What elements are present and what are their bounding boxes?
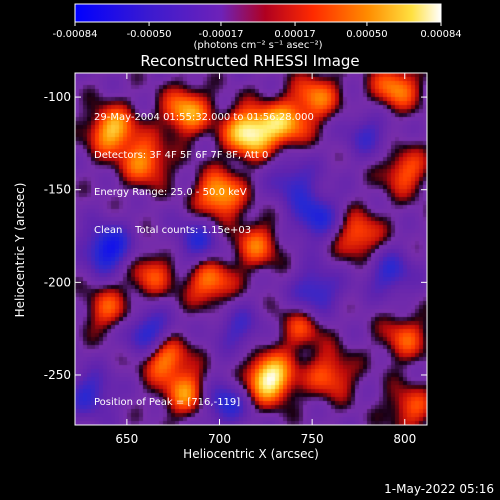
x-axis-label: Heliocentric X (arcsec) [183,447,319,461]
colorbar [74,3,442,23]
peak-position-label: Position of Peak = [716,-119] [94,397,241,408]
observation-info: 29-May-2004 01:55:32.000 to 01:56:28.000… [94,87,314,250]
annotation-clean-counts: Clean Total counts: 1.15e+03 [94,224,252,236]
annotation-detectors: Detectors: 3F 4F 5F 6F 7F 8F, Att 0 [94,149,269,161]
colorbar-unit-label: (photons cm⁻² s⁻¹ asec⁻²) [193,40,322,51]
y-axis-ticks: -100 -150 -200 -250 [44,90,427,382]
colorbar-tick-label: -0.00050 [127,29,172,40]
y-tick-label: -200 [44,275,71,289]
colorbar-tick-label: -0.00017 [198,29,243,40]
heatmap-image [75,73,427,425]
render-timestamp: 1-May-2022 05:16 [384,482,494,496]
colorbar-tick-label: -0.00084 [53,29,98,40]
x-tick-label: 750 [301,432,324,446]
y-axis-label: Heliocentric Y (arcsec) [13,182,27,318]
plot-frame [74,72,428,426]
x-tick-label: 800 [393,432,416,446]
chart-title: Reconstructed RHESSI Image [140,52,360,70]
y-tick-label: -150 [44,183,71,197]
annotation-energy-range: Energy Range: 25.0 - 50.0 keV [94,187,247,198]
y-tick-label: -100 [44,90,71,104]
colorbar-area: -0.00084 -0.00050 -0.00017 0.00017 0.00050 0.… [53,3,462,51]
colorbar-tick-label: 0.00084 [420,29,461,40]
colorbar-ticks: -0.00084 -0.00050 -0.00017 0.00017 0.00050 0.… [53,22,462,40]
colorbar-tick-label: 0.00017 [274,29,315,40]
x-tick-label: 650 [115,432,138,446]
y-tick-label: -250 [44,368,71,382]
annotation-time-range: 29-May-2004 01:55:32.000 to 01:56:28.000 [94,112,314,123]
colorbar-tick-label: 0.00050 [346,29,387,40]
x-axis-ticks: 650 700 750 800 [115,73,416,446]
x-tick-label: 700 [208,432,231,446]
